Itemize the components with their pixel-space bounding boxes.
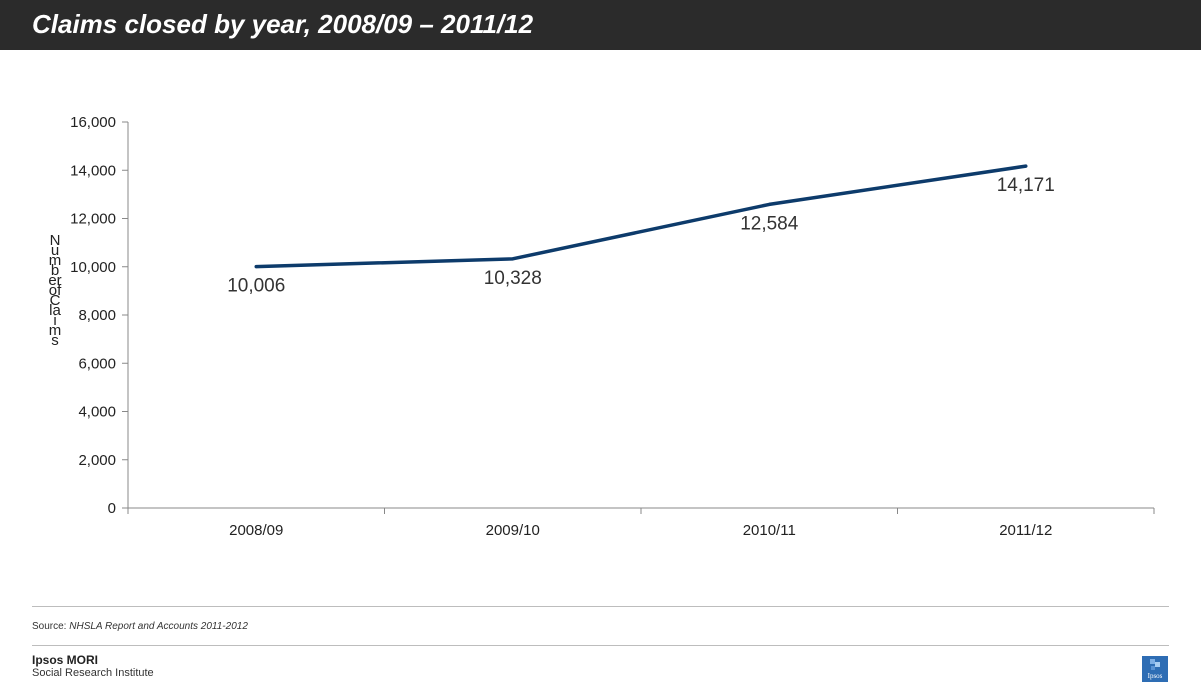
source-prefix: Source: [32, 621, 67, 632]
data-label: 10,006 [227, 276, 285, 297]
brand-block: Ipsos MORI Social Research Institute [32, 654, 154, 680]
y-tick-label: 6,000 [78, 355, 116, 372]
y-tick-label: 12,000 [70, 211, 116, 228]
y-tick-label: 2,000 [78, 452, 116, 469]
brand-subtitle: Social Research Institute [32, 667, 154, 679]
source-text: NHSLA Report and Accounts 2011-2012 [69, 621, 248, 632]
ipsos-logo: Ipsos [1142, 656, 1168, 682]
y-tick-label: 16,000 [70, 114, 116, 131]
data-point [767, 202, 771, 206]
footer-divider-bottom [32, 645, 1169, 646]
y-tick-label: 8,000 [78, 307, 116, 324]
data-label: 12,584 [740, 213, 799, 234]
y-tick-label: 14,000 [70, 162, 116, 179]
source-note: Source: NHSLA Report and Accounts 2011-2… [32, 621, 248, 632]
x-tick-label: 2008/09 [229, 522, 283, 539]
y-tick-label: 0 [108, 500, 116, 517]
line-chart: 0 2,000 4,000 6,000 8,000 10,000 12,000 14,000 1… [70, 114, 1155, 539]
brand-name: Ipsos MORI [32, 653, 99, 667]
data-point [254, 265, 258, 269]
x-tick-label: 2009/10 [486, 522, 540, 539]
series-line [254, 164, 1028, 269]
x-tick-label: 2011/12 [999, 522, 1052, 539]
x-tick-label: 2010/11 [743, 522, 796, 539]
title-bar: Claims closed by year, 2008/09 – 2011/12 [0, 0, 1201, 50]
data-label: 14,171 [997, 175, 1055, 196]
data-point [1024, 164, 1028, 168]
y-tick-label: 10,000 [70, 259, 116, 276]
y-axis-label: Number of Claims [48, 232, 62, 349]
data-point [511, 257, 515, 261]
footer-divider-top [32, 606, 1169, 607]
logo-text: Ipsos [1148, 672, 1163, 680]
data-label: 10,328 [484, 268, 542, 289]
page-title: Claims closed by year, 2008/09 – 2011/12 [32, 9, 534, 39]
y-tick-label: 4,000 [78, 404, 116, 421]
